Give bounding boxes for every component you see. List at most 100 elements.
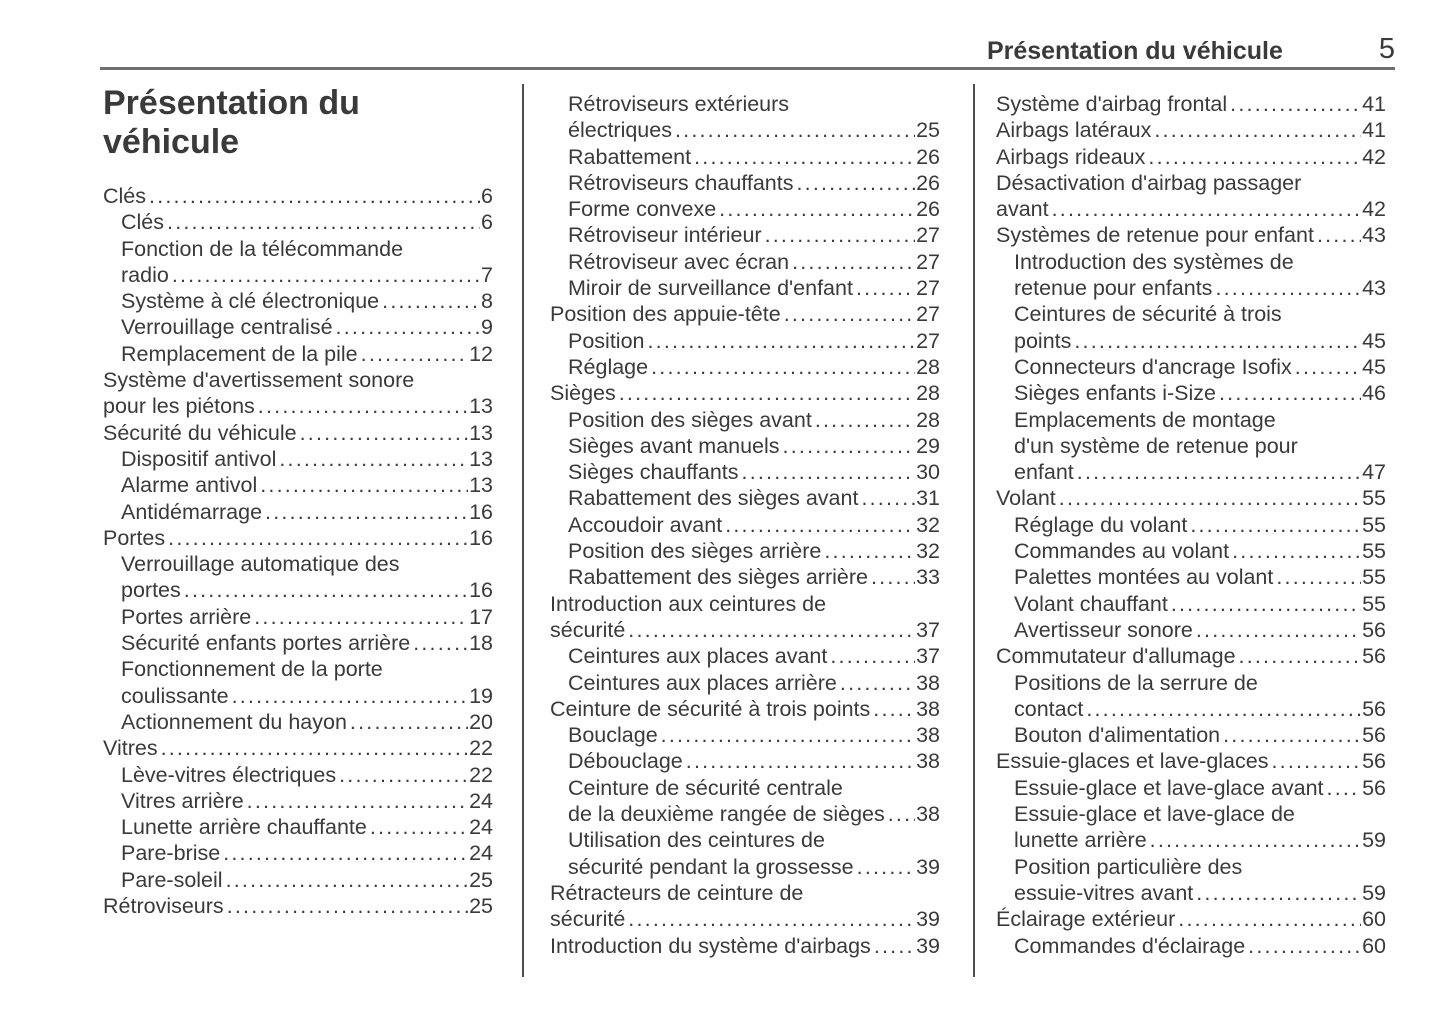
toc-entry: Rétroviseurs chauffants.................… (550, 170, 940, 196)
toc-entry: Sièges chauffants.......................… (550, 459, 940, 485)
toc-leader-dots: ........................................… (764, 223, 916, 248)
toc-entry: Lunette arrière chauffante..............… (103, 814, 493, 840)
toc-entry-label: Rétroviseurs (103, 894, 224, 919)
toc-entry-line: Systèmes de retenue pour enfant.........… (996, 222, 1386, 248)
toc-entry: Bouclage................................… (550, 722, 940, 748)
toc-page-number: 42 (1362, 144, 1386, 169)
toc-entry-line: Portes..................................… (103, 525, 493, 551)
toc-leader-dots: ........................................… (246, 788, 468, 813)
toc-entry: Rétroviseur avec écran..................… (550, 249, 940, 275)
toc-entry: Fonction de la télécommande radio........… (103, 236, 493, 289)
toc-entry-label: Clés (121, 210, 165, 235)
toc-leader-dots: ........................................… (254, 604, 468, 629)
toc-entry-line: Sécurité enfants portes arrière.........… (121, 630, 493, 656)
toc-page-number: 28 (916, 407, 940, 432)
toc-leader-dots: ........................................… (349, 709, 468, 734)
toc-leader-dots: ........................................… (1294, 354, 1361, 379)
toc-page-number: 9 (481, 315, 493, 340)
toc-page-number: 16 (469, 525, 493, 550)
toc-leader-dots: ........................................… (651, 354, 916, 379)
toc-leader-dots: ........................................… (628, 617, 915, 642)
toc-entry: Réglage.................................… (550, 354, 940, 380)
toc-entry-label: Système à clé électronique (121, 289, 380, 314)
toc-page-number: 20 (469, 709, 493, 734)
toc-entry-line: Sièges enfants i-Size...................… (1014, 380, 1386, 406)
toc-entry-line: Rétroviseur avec écran..................… (568, 249, 940, 275)
toc-entry: Emplacements de montage d'un système de r… (996, 407, 1386, 486)
toc-page-number: 38 (916, 696, 940, 721)
toc-entry: Introduction aux ceintures de sécurité...… (550, 591, 940, 644)
toc-entry-line: Essuie-glaces et lave-glaces............… (996, 748, 1386, 774)
toc-page-number: 60 (1362, 907, 1386, 932)
toc-page-number: 39 (916, 933, 940, 958)
toc-entry-line: contact.................................… (1014, 696, 1386, 722)
toc-entry-label: Commutateur d'allumage (996, 644, 1236, 669)
toc-column-1: Présentation du véhicule Clés...........… (103, 84, 493, 919)
toc-entry: Ceinture de sécurité centrale de la deuxi… (550, 775, 940, 828)
toc-entry-line: Lève-vitres électriques.................… (121, 762, 493, 788)
toc-entry: Éclairage extérieur.....................… (996, 906, 1386, 932)
toc-page-number: 55 (1362, 512, 1386, 537)
toc-entry-line: coulissante.............................… (121, 683, 493, 709)
toc-entry-label: Réglage du volant (1014, 512, 1188, 537)
toc-entry: Sièges..................................… (550, 380, 940, 406)
toc-entry: Rétroviseurs............................… (103, 893, 493, 919)
toc-entry-label: Introduction aux ceintures de (550, 591, 827, 616)
toc-entry-label: points (1014, 328, 1072, 353)
toc-entry: Position des appuie-tête................… (550, 301, 940, 327)
toc-leader-dots: ........................................… (1058, 486, 1362, 511)
toc-entry-label: Rabattement des sièges arrière (568, 565, 868, 590)
toc-entry: Portes..................................… (103, 525, 493, 551)
toc-column-3: Système d'airbag frontal................… (996, 84, 1386, 959)
toc-entry-label: Débouclage (568, 749, 683, 774)
toc-entry-line: Volant..................................… (996, 485, 1386, 511)
toc-entry-label: sécurité (550, 907, 626, 932)
toc-entry-label: avant (996, 197, 1049, 222)
toc-list-3: Système d'airbag frontal................… (996, 91, 1386, 959)
toc-leader-dots: ........................................… (1276, 565, 1362, 590)
toc-entry-label: coulissante (121, 683, 229, 708)
toc-entry-label: Systèmes de retenue pour enfant (996, 223, 1314, 248)
toc-page-number: 24 (469, 841, 493, 866)
toc-page-number: 17 (469, 604, 493, 629)
toc-entry-label: de la deuxième rangée de sièges (568, 802, 885, 827)
toc-entry-label: Bouclage (568, 723, 658, 748)
toc-page-number: 38 (916, 670, 940, 695)
toc-entry-line: Sièges chauffants.......................… (568, 459, 940, 485)
toc-page-number: 22 (469, 762, 493, 787)
toc-leader-dots: ........................................… (299, 420, 469, 445)
toc-page-number: 37 (916, 617, 940, 642)
toc-page-number: 59 (1362, 880, 1386, 905)
toc-entry: Essuie-glace et lave-glace de lunette arr… (996, 801, 1386, 854)
toc-entry: Système d'airbag frontal................… (996, 91, 1386, 117)
toc-entry-label: radio (121, 262, 169, 287)
toc-leader-dots: ........................................… (855, 276, 915, 301)
header-section-title: Présentation du véhicule (986, 37, 1283, 65)
toc-leader-dots: ........................................… (168, 525, 468, 550)
toc-entry-line: sécurité pendant la grossesse...........… (568, 854, 940, 880)
toc-entry: Dispositif antivol......................… (103, 446, 493, 472)
toc-page-number: 13 (469, 394, 493, 419)
toc-leader-dots: ........................................… (618, 381, 915, 406)
toc-leader-dots: ........................................… (149, 184, 480, 208)
toc-entry: Position des sièges avant...............… (550, 407, 940, 433)
toc-page-number: 43 (1362, 276, 1386, 301)
toc-entry-label: Commandes d'éclairage (1014, 933, 1246, 958)
toc-entry: Accoudoir avant.........................… (550, 512, 940, 538)
toc-entry-line: Rétroviseurs chauffants.................… (568, 170, 940, 196)
toc-entry: Système à clé électronique..............… (103, 288, 493, 314)
toc-entry-label: Position des sièges avant (568, 407, 812, 432)
toc-entry-label: enfant (1014, 460, 1074, 485)
toc-page-number: 56 (1362, 749, 1386, 774)
toc-page-number: 38 (916, 802, 940, 827)
toc-entry: Essuie-glaces et lave-glaces............… (996, 748, 1386, 774)
toc-page-number: 28 (916, 381, 940, 406)
toc-entry-line: Sièges..................................… (550, 380, 940, 406)
toc-entry-line: Clés....................................… (103, 183, 493, 209)
toc-leader-dots: ........................................… (694, 144, 915, 169)
toc-page-number: 16 (469, 578, 493, 603)
toc-page-number: 56 (1362, 723, 1386, 748)
toc-entry-label: Sièges enfants i-Size (1014, 381, 1216, 406)
toc-entry-label: Position particulière des (1014, 854, 1243, 879)
toc-entry-line: Système à clé électronique..............… (121, 288, 493, 314)
